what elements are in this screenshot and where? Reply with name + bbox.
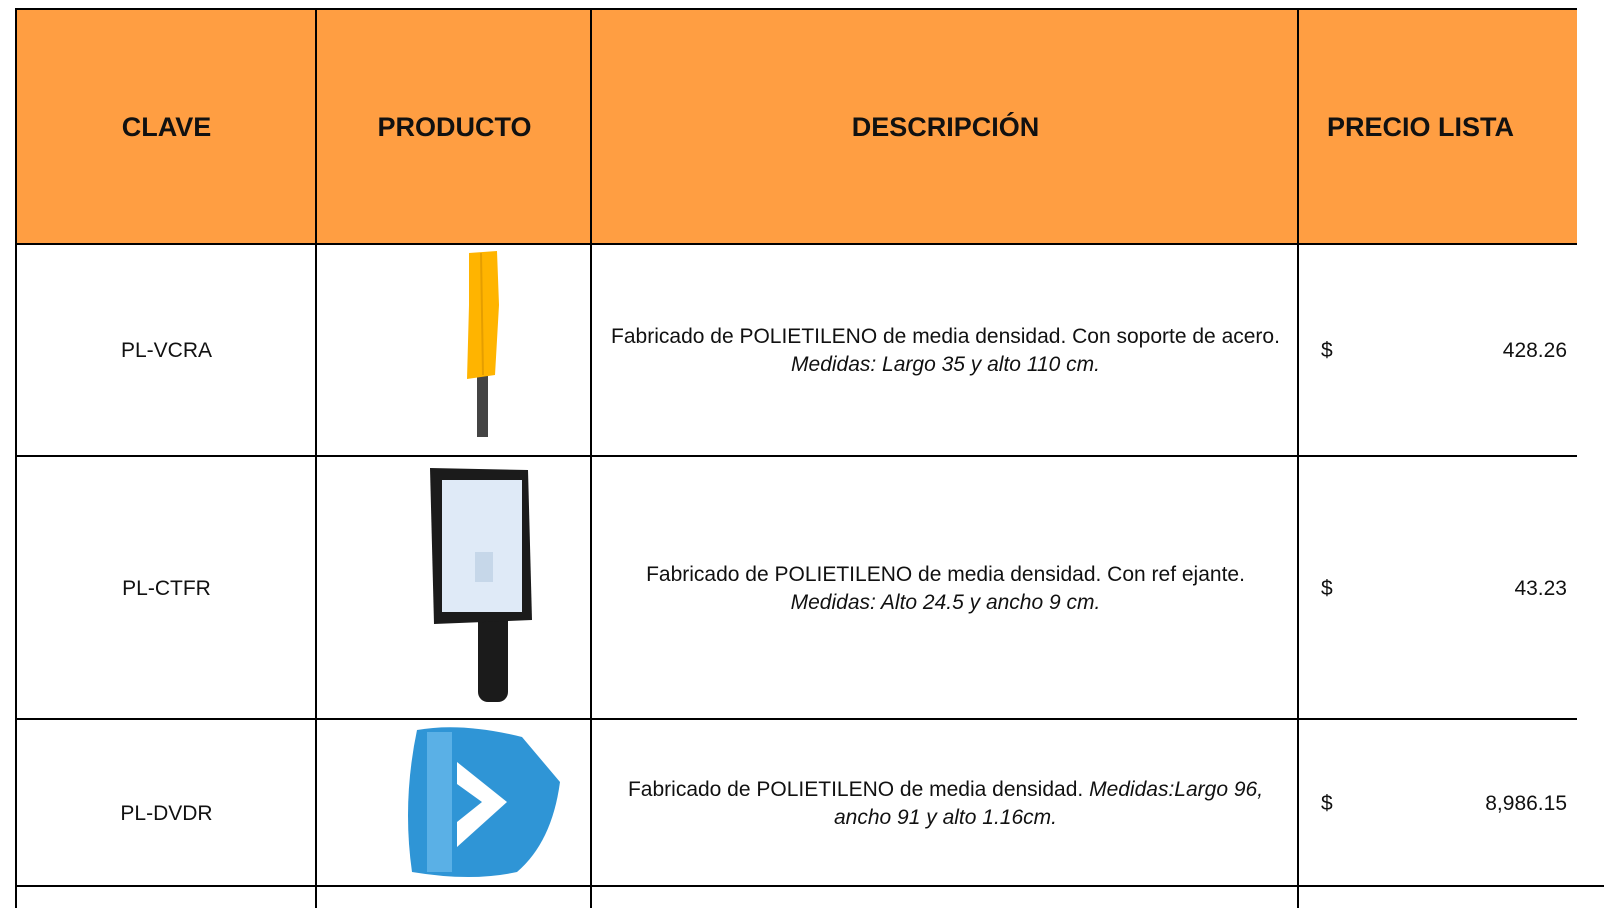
description-cell: Fabricado de POLIETILENO de media densid… bbox=[590, 243, 1299, 457]
header-cell: PRODUCTO bbox=[315, 8, 592, 244]
description: Fabricado de POLIETILENO de media densid… bbox=[646, 562, 1245, 586]
measures: Medidas: Largo 35 y alto 110 cm. bbox=[791, 353, 1100, 376]
price: 43.23 bbox=[1514, 576, 1567, 600]
clave: PL-DVDR bbox=[15, 718, 316, 908]
product-cell bbox=[315, 718, 592, 908]
product-cell bbox=[315, 455, 592, 720]
currency: $ bbox=[1321, 339, 1333, 362]
header-cell: PRECIO LISTA bbox=[1297, 8, 1577, 244]
price-cell: $428.26 bbox=[1297, 243, 1577, 457]
measures: Medidas:Largo 96, ancho 91 y alto 1.16cm… bbox=[834, 778, 1264, 829]
currency: $ bbox=[1321, 576, 1333, 600]
description: Fabricado de POLIETILENO de media densid… bbox=[611, 325, 1280, 348]
price: 8,986.15 bbox=[1485, 792, 1567, 815]
product-image bbox=[408, 727, 560, 877]
description-cell: Fabricado de POLIETILENO de media densid… bbox=[590, 455, 1299, 720]
clave: PL-CTFR bbox=[15, 455, 316, 720]
header-cell: CLAVE bbox=[15, 8, 316, 244]
measures: Medidas: Alto 24.5 y ancho 9 cm. bbox=[790, 590, 1101, 614]
price-cell: $43.23 bbox=[1297, 455, 1577, 720]
currency: $ bbox=[1321, 792, 1333, 815]
header-cell: DESCRIPCIÓN bbox=[590, 8, 1299, 244]
description: Fabricado de POLIETILENO de media densid… bbox=[627, 778, 1084, 801]
product-image bbox=[467, 251, 499, 437]
product-cell bbox=[315, 243, 592, 457]
description-cell: Fabricado de POLIETILENO de media densid… bbox=[590, 718, 1299, 908]
clave: PL-VCRA bbox=[15, 243, 316, 457]
bottom-border bbox=[15, 885, 1604, 887]
price-cell: $8,986.15 bbox=[1297, 718, 1577, 908]
price: 428.26 bbox=[1502, 339, 1567, 362]
product-image bbox=[430, 468, 532, 702]
